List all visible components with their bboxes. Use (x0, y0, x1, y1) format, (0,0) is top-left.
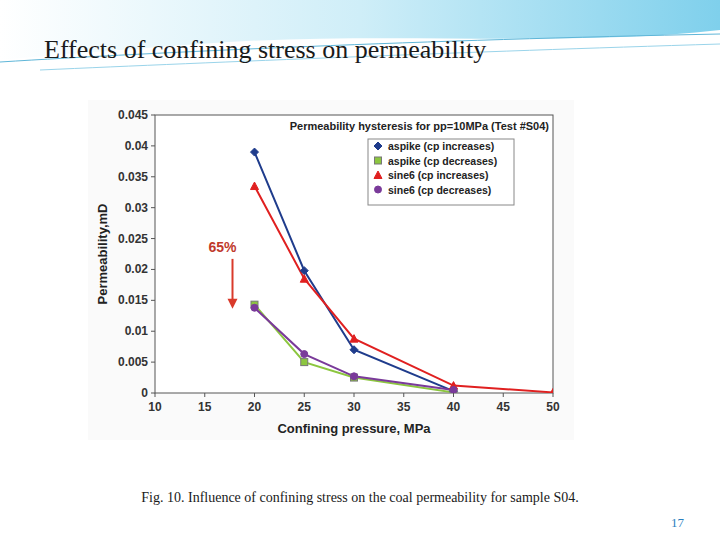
data-point (549, 388, 553, 393)
data-point (300, 275, 308, 283)
tick-label: 0.035 (118, 170, 148, 184)
legend-box (368, 139, 514, 205)
tick (151, 300, 155, 301)
arrow (232, 259, 234, 300)
tick (304, 393, 305, 397)
tick (151, 176, 155, 177)
series-line (255, 186, 554, 392)
tick-label: 45 (497, 400, 511, 414)
tick (354, 393, 355, 397)
tick-label: 25 (298, 400, 312, 414)
legend-label: aspike (cp increases) (388, 140, 494, 152)
background (0, 0, 720, 540)
tick (155, 393, 156, 397)
tick (254, 393, 255, 397)
tick (151, 362, 155, 363)
plot-frame (155, 115, 553, 393)
tick (204, 393, 205, 397)
tick-label: 40 (447, 400, 461, 414)
tick-label: 0 (141, 386, 148, 400)
tick-label: 0.025 (118, 232, 148, 246)
legend-marker (374, 171, 382, 179)
tick-label: 20 (248, 400, 262, 414)
legend-label: aspike (cp decreases) (388, 155, 497, 167)
data-point (350, 346, 358, 354)
legend-label: sine6 (cp decreases) (388, 184, 491, 196)
caption: Fig. 10. Influence of confining stress o… (141, 490, 578, 505)
tick-label: 10 (148, 400, 162, 414)
arrow-head (228, 299, 238, 309)
tick-label: 0.045 (118, 108, 148, 122)
tick (151, 207, 155, 208)
tick-label: 0.005 (118, 355, 148, 369)
page-number: 17 (671, 515, 685, 530)
tick (151, 269, 155, 270)
data-point (450, 387, 458, 393)
chart-background (88, 100, 574, 440)
y-axis-title: Permeability,mD (95, 204, 110, 305)
legend-label: sine6 (cp increases) (388, 169, 488, 181)
data-point (350, 335, 358, 343)
legend-marker (375, 186, 382, 193)
tick (151, 393, 155, 394)
legend-marker (375, 157, 382, 164)
data-point (251, 182, 259, 190)
slide: Effects of confining stress on permeabil… (0, 0, 720, 540)
annotation: 65% (208, 239, 237, 255)
tick (503, 393, 504, 397)
legend-marker (374, 142, 382, 150)
series-line (255, 308, 454, 390)
tick (151, 238, 155, 239)
tick-label: 0.04 (125, 139, 149, 153)
data-point (251, 304, 258, 311)
tick-label: 0.01 (125, 324, 149, 338)
tick (453, 393, 454, 397)
tick-label: 50 (546, 400, 560, 414)
tick (553, 393, 554, 397)
tick-label: 0.02 (125, 262, 149, 276)
data-point (301, 359, 308, 366)
chart-title: Permeability hysteresis for pp=10MPa (Te… (290, 120, 550, 132)
data-point (351, 373, 358, 380)
slide-title: Effects of confining stress on permeabil… (44, 35, 486, 64)
tick-label: 35 (397, 400, 411, 414)
data-point (450, 386, 457, 393)
data-point (300, 267, 308, 275)
tick (151, 145, 155, 146)
tick (151, 115, 155, 116)
tick (403, 393, 404, 397)
tick-label: 0.015 (118, 293, 148, 307)
x-axis-title: Confining pressure, MPa (277, 421, 431, 436)
tick (151, 331, 155, 332)
series-line (255, 305, 454, 393)
data-point (251, 148, 259, 156)
data-point (301, 351, 308, 358)
tick-label: 30 (347, 400, 361, 414)
tick-label: 0.03 (125, 201, 149, 215)
tick-label: 15 (198, 400, 212, 414)
